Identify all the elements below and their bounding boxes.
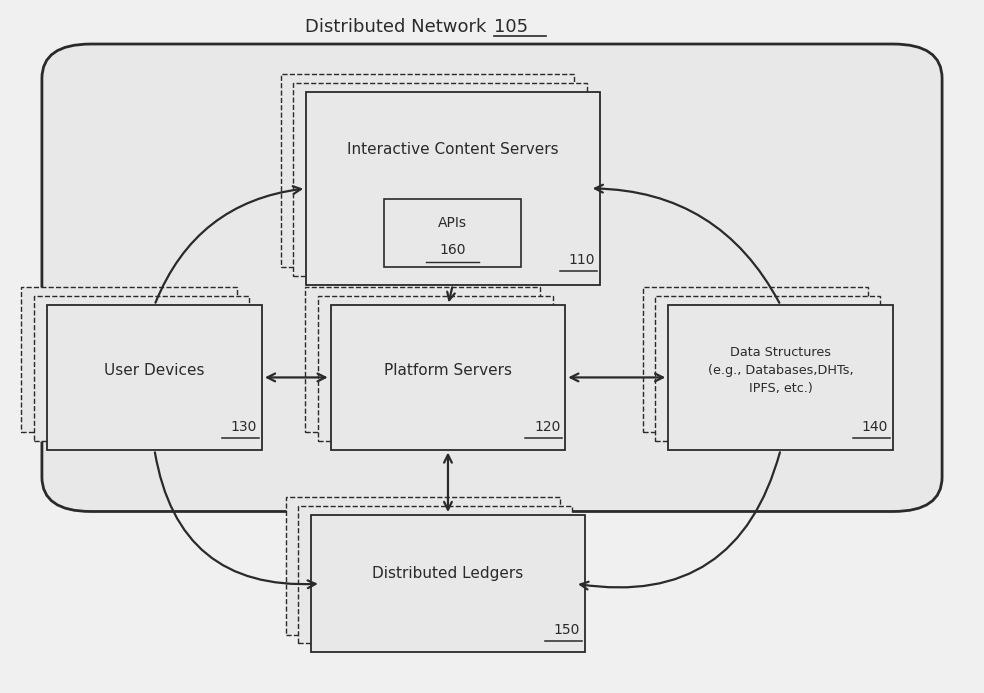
FancyBboxPatch shape xyxy=(305,288,540,432)
Text: Data Structures
(e.g., Databases,DHTs,
IPFS, etc.): Data Structures (e.g., Databases,DHTs, I… xyxy=(707,346,853,395)
Text: 110: 110 xyxy=(568,254,594,267)
FancyBboxPatch shape xyxy=(655,297,881,441)
FancyBboxPatch shape xyxy=(306,92,599,285)
Text: 130: 130 xyxy=(231,421,257,435)
Text: Platform Servers: Platform Servers xyxy=(384,363,512,378)
Text: 140: 140 xyxy=(862,421,889,435)
Text: User Devices: User Devices xyxy=(104,363,205,378)
FancyBboxPatch shape xyxy=(42,44,942,511)
Text: 160: 160 xyxy=(440,243,466,257)
FancyBboxPatch shape xyxy=(668,305,893,450)
FancyBboxPatch shape xyxy=(318,297,553,441)
FancyBboxPatch shape xyxy=(298,506,573,644)
FancyBboxPatch shape xyxy=(47,305,262,450)
FancyBboxPatch shape xyxy=(643,288,868,432)
Text: 120: 120 xyxy=(534,421,561,435)
FancyBboxPatch shape xyxy=(22,288,236,432)
FancyBboxPatch shape xyxy=(385,199,522,267)
FancyBboxPatch shape xyxy=(311,515,584,652)
Text: Distributed Ledgers: Distributed Ledgers xyxy=(372,566,523,581)
FancyBboxPatch shape xyxy=(285,497,560,635)
FancyBboxPatch shape xyxy=(331,305,566,450)
Text: 150: 150 xyxy=(554,623,580,638)
FancyBboxPatch shape xyxy=(34,297,249,441)
FancyBboxPatch shape xyxy=(280,74,575,267)
Text: Distributed Network: Distributed Network xyxy=(305,18,492,36)
Text: 105: 105 xyxy=(494,18,528,36)
Text: Interactive Content Servers: Interactive Content Servers xyxy=(347,142,559,157)
Text: APIs: APIs xyxy=(438,216,467,230)
FancyBboxPatch shape xyxy=(293,83,586,276)
